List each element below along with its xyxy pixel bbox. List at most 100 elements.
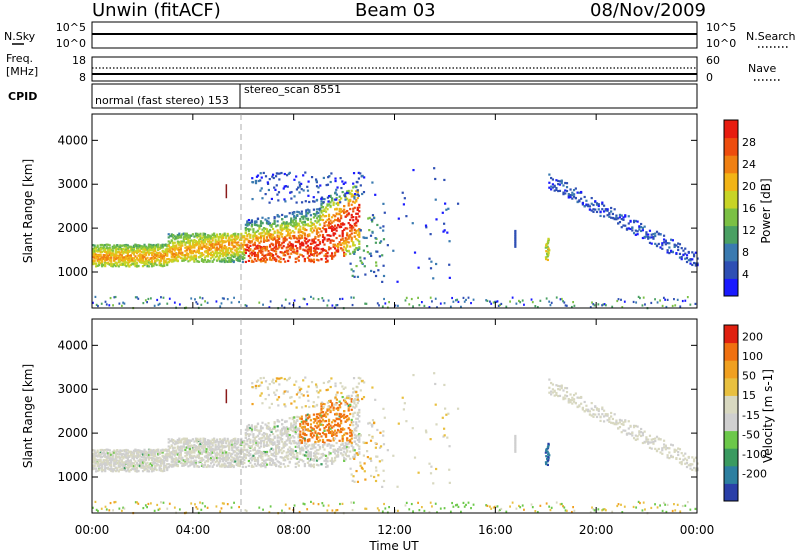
power-cell <box>492 301 495 304</box>
power-cell <box>222 251 225 254</box>
velocity-cell <box>203 461 207 464</box>
power-cell <box>299 245 302 248</box>
power-cell <box>327 195 331 198</box>
velocity-cell <box>214 441 217 444</box>
power-cell <box>255 234 258 238</box>
velocity-cell <box>256 449 260 452</box>
velocity-cell <box>96 455 99 458</box>
velocity-cell <box>175 457 178 460</box>
power-cell <box>273 238 276 241</box>
power-cell <box>340 217 343 220</box>
velocity-cell <box>196 441 199 444</box>
velocity-cell <box>220 457 223 461</box>
power-cell <box>366 245 369 248</box>
velocity-cell <box>205 441 208 444</box>
power-cell <box>152 246 155 249</box>
velocity-cell <box>155 450 158 453</box>
power-cell <box>244 260 247 264</box>
nave-top-tick: 60 <box>706 54 720 67</box>
power-cell <box>178 250 181 253</box>
power-cell <box>562 300 564 303</box>
velocity-cell <box>185 440 188 443</box>
power-cell <box>610 216 613 219</box>
velocity-cell <box>194 456 198 459</box>
velocity-cell <box>120 456 123 459</box>
power-cell <box>282 245 285 248</box>
velocity-cell <box>149 451 152 454</box>
power-cell <box>306 244 309 247</box>
velocity-cell <box>141 470 145 473</box>
velocity-cell <box>140 456 143 459</box>
power-cell <box>309 246 312 249</box>
power-cell <box>514 243 517 247</box>
velocity-cell <box>194 437 198 440</box>
power-cell <box>654 232 657 235</box>
power-cell <box>291 247 294 250</box>
power-cell <box>240 251 243 254</box>
power-cell <box>155 245 158 248</box>
power-cell <box>370 218 373 221</box>
power-cell <box>285 238 288 241</box>
power-cell <box>643 235 646 239</box>
power-cell <box>154 244 157 247</box>
power-cell <box>233 296 235 299</box>
power-cell <box>228 259 231 262</box>
velocity-cell <box>104 463 107 466</box>
power-cell <box>694 264 697 267</box>
velocity-cell <box>105 451 108 454</box>
velocity-cell <box>234 454 237 457</box>
colorbar-tick-label: 12 <box>742 224 756 237</box>
power-cell <box>188 239 191 242</box>
velocity-cell <box>211 460 214 463</box>
power-cell <box>314 251 317 254</box>
power-cell <box>631 229 634 232</box>
power-cell <box>155 259 158 262</box>
power-cell <box>191 257 195 261</box>
power-cell <box>664 298 667 301</box>
power-cell <box>321 247 325 251</box>
power-cell <box>306 185 309 188</box>
velocity-cell <box>196 439 199 442</box>
power-cell <box>347 249 350 252</box>
velocity-cell <box>160 462 163 465</box>
power-cell <box>134 296 137 299</box>
velocity-cell <box>185 437 188 440</box>
power-cell <box>334 208 337 211</box>
power-cell <box>514 235 517 238</box>
power-cell <box>306 224 309 227</box>
power-cell <box>95 249 98 253</box>
power-cell <box>588 208 592 211</box>
power-cell <box>116 262 119 265</box>
power-cell <box>208 243 211 246</box>
power-cell <box>166 252 169 255</box>
power-cell <box>264 227 267 230</box>
velocity-cell <box>213 441 216 444</box>
velocity-cell <box>128 469 131 473</box>
velocity-cell <box>241 441 244 444</box>
power-cell <box>197 241 201 244</box>
velocity-cell <box>138 450 142 454</box>
power-cell <box>347 191 350 195</box>
power-cell <box>635 301 638 304</box>
power-cell <box>286 185 289 188</box>
power-cell <box>99 259 102 262</box>
power-cell <box>247 259 250 263</box>
power-cell <box>572 195 576 198</box>
power-cell <box>219 245 222 249</box>
power-cell <box>209 241 213 244</box>
velocity-cell <box>264 432 267 435</box>
power-cell <box>608 212 611 215</box>
power-cell <box>188 245 191 248</box>
velocity-cell <box>259 425 263 428</box>
power-cell <box>283 185 286 188</box>
power-cell <box>146 261 149 264</box>
power-cell <box>306 235 309 238</box>
power-cell <box>191 251 195 255</box>
power-cell <box>200 246 204 249</box>
power-cell <box>308 224 311 227</box>
power-cell <box>330 197 334 200</box>
power-cell <box>662 296 665 299</box>
power-cell <box>307 194 310 197</box>
velocity-cell <box>199 437 202 440</box>
velocity-cell <box>147 453 151 457</box>
